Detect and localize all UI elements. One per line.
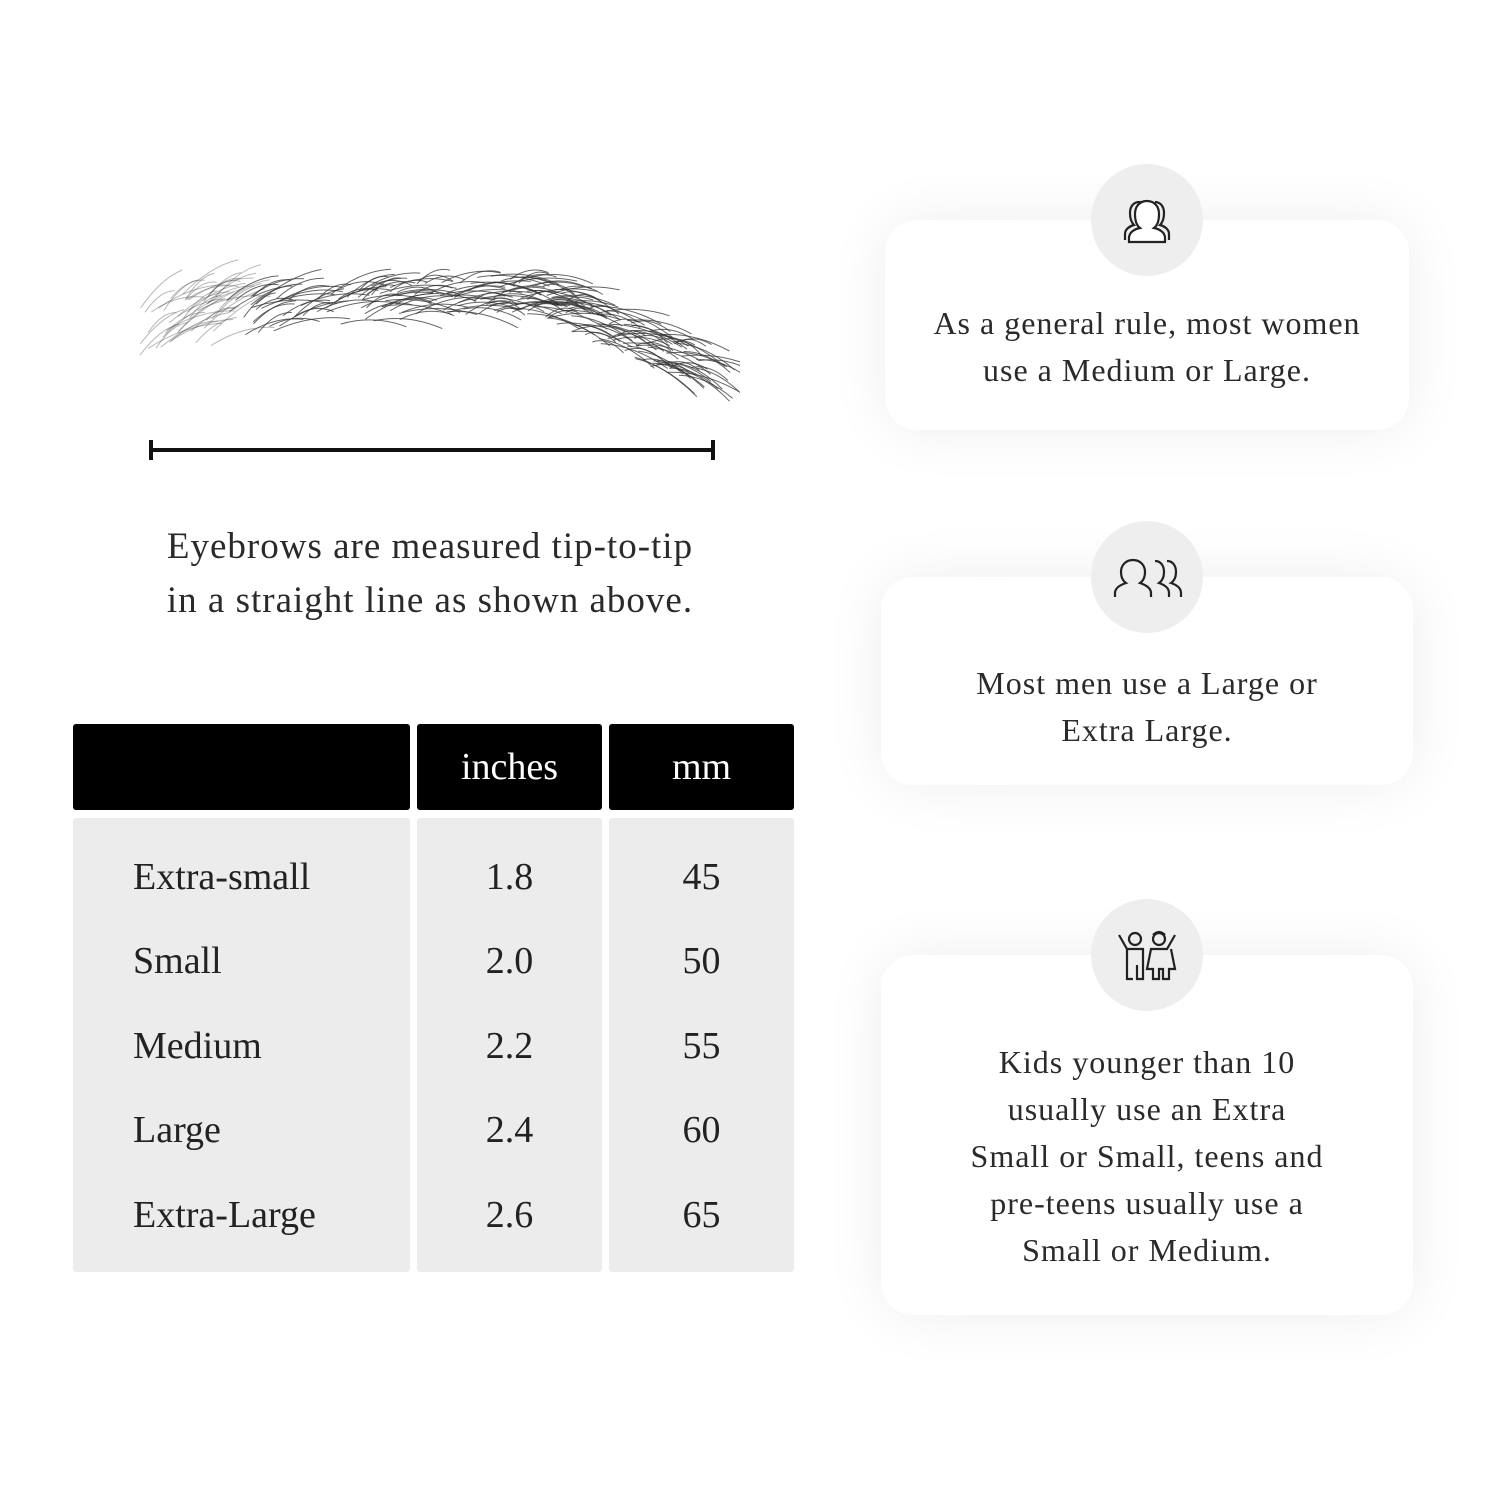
- mm-value: 65: [682, 1194, 721, 1236]
- men-group-icon: [1091, 521, 1203, 633]
- men-card-text: Most men use a Large or Extra Large.: [881, 660, 1413, 754]
- caption-line: Eyebrows are measured tip-to-tip: [166, 526, 694, 567]
- card-line: As a general rule, most women: [933, 305, 1361, 341]
- mm-value: 45: [682, 856, 721, 898]
- measurement-caption: Eyebrows are measured tip-to-tip in a st…: [90, 520, 770, 628]
- kids-icon: [1091, 899, 1203, 1011]
- inches-value: 1.8: [485, 856, 534, 898]
- inches-value: 2.0: [485, 940, 534, 982]
- size-label: Extra-small: [133, 856, 311, 898]
- card-line: Extra Large.: [1061, 712, 1233, 748]
- card-line: Small or Medium.: [1022, 1232, 1272, 1268]
- header-mm: mm: [609, 724, 794, 810]
- mm-value: 50: [682, 940, 721, 982]
- mm-value: 55: [682, 1025, 721, 1067]
- women-group-icon: [1091, 164, 1203, 276]
- card-line: pre-teens usually use a: [990, 1185, 1304, 1221]
- card-line: usually use an Extra: [1007, 1091, 1287, 1127]
- card-line: Kids younger than 10: [998, 1044, 1296, 1080]
- size-label: Small: [133, 940, 222, 982]
- inches-value: 2.6: [485, 1194, 534, 1236]
- header-inches: inches: [417, 724, 602, 810]
- size-label: Extra-Large: [133, 1194, 316, 1236]
- women-card-text: As a general rule, most women use a Medi…: [885, 300, 1409, 394]
- card-line: Most men use a Large or: [976, 665, 1318, 701]
- measurement-line: [149, 440, 715, 460]
- caption-line: in a straight line as shown above.: [166, 580, 694, 621]
- card-line: Small or Small, teens and: [970, 1138, 1324, 1174]
- kids-card: Kids younger than 10 usually use an Extr…: [881, 955, 1413, 1315]
- eyebrow-illustration: [139, 259, 740, 402]
- size-column: [73, 818, 410, 1272]
- inches-column: [417, 818, 602, 1272]
- kids-card-text: Kids younger than 10 usually use an Extr…: [881, 1039, 1413, 1274]
- card-line: use a Medium or Large.: [983, 352, 1311, 388]
- mm-column: [609, 818, 794, 1272]
- size-label: Large: [133, 1109, 221, 1151]
- mm-value: 60: [682, 1109, 721, 1151]
- inches-value: 2.4: [485, 1109, 534, 1151]
- size-label: Medium: [133, 1025, 262, 1067]
- inches-value: 2.2: [485, 1025, 534, 1067]
- header-size: [73, 724, 410, 810]
